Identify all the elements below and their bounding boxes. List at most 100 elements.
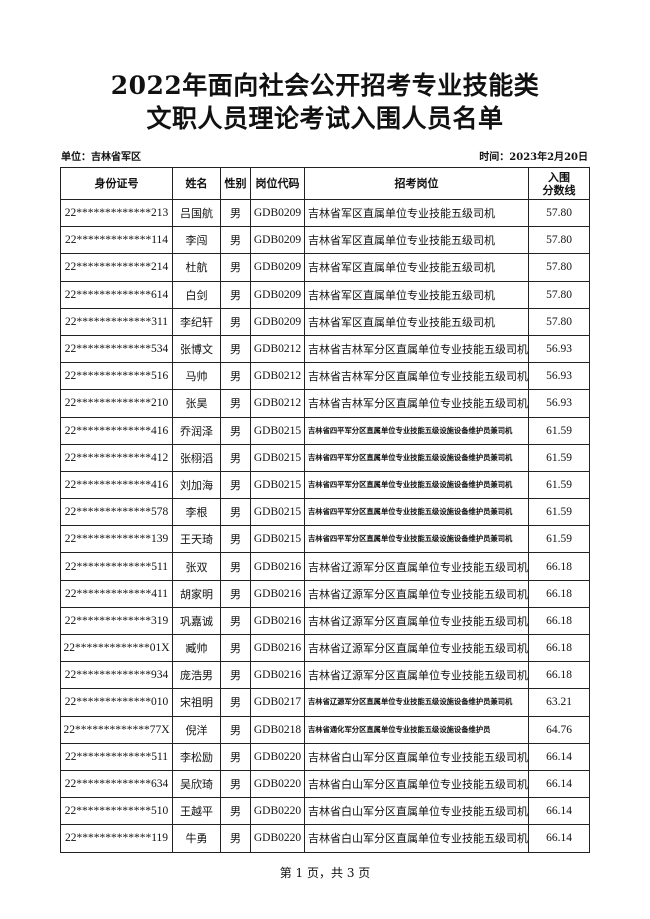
score-cell: 66.18 bbox=[528, 606, 590, 636]
code-cell: GDB0212 bbox=[250, 362, 305, 391]
table-row: 22*************934 庞浩男男 GDB0216 吉林省辽源军分区直属单… bbox=[60, 661, 590, 690]
score-cell: 66.14 bbox=[528, 769, 590, 799]
name-cell: 王天琦 bbox=[172, 525, 221, 554]
gender-cell: 男 bbox=[220, 498, 251, 527]
table-row: 22*************511 张双男 GDB0216 吉林省辽源军分区直属单位… bbox=[60, 552, 590, 581]
score-cell: 64.76 bbox=[528, 715, 590, 744]
gender-cell: 男 bbox=[220, 280, 251, 309]
name-cell: 张栩滔 bbox=[172, 443, 221, 472]
title-line-2: 文职人员理论考试入围人员名单 bbox=[146, 104, 504, 133]
code-cell: GDB0220 bbox=[250, 742, 305, 771]
name-cell: 王越平 bbox=[172, 797, 221, 826]
id-cell: 22*************114 bbox=[60, 226, 173, 255]
position-cell: 吉林省辽源军分区直属单位专业技能五级司机 bbox=[304, 552, 529, 581]
gender-cell: 男 bbox=[220, 606, 251, 636]
position-cell: 吉林省四平军分区直属单位专业技能五级设施设备维护员兼司机 bbox=[304, 525, 529, 554]
code-cell: GDB0216 bbox=[250, 633, 305, 663]
gender-cell: 男 bbox=[220, 715, 251, 744]
table-row: 22*************010 宋祖明男 GDB0217 吉林省辽源军分区直属单… bbox=[60, 688, 590, 717]
id-cell: 22*************411 bbox=[60, 579, 173, 608]
id-cell: 22*************210 bbox=[60, 389, 173, 418]
code-cell: GDB0215 bbox=[250, 525, 305, 554]
position-cell: 吉林省辽源军分区直属单位专业技能五级设施设备维护员兼司机 bbox=[304, 688, 529, 717]
score-cell: 57.80 bbox=[528, 253, 590, 282]
date-label: 时间：2023年2月20日 bbox=[479, 152, 588, 163]
score-cell: 66.18 bbox=[528, 661, 590, 690]
name-cell: 巩嘉诚 bbox=[172, 606, 221, 636]
id-cell: 22*************010 bbox=[60, 688, 173, 717]
page-footer: 第 1 页，共 3 页 bbox=[279, 866, 371, 880]
table-row: 22*************114 李闯男 GDB0209 吉林省军区直属单位专业技… bbox=[60, 226, 590, 255]
position-cell: 吉林省四平军分区直属单位专业技能五级设施设备维护员兼司机 bbox=[304, 498, 529, 527]
id-cell: 22*************213 bbox=[60, 198, 173, 228]
position-cell: 吉林省军区直属单位专业技能五级司机 bbox=[304, 226, 529, 255]
id-cell: 22*************119 bbox=[60, 824, 173, 853]
score-cell: 66.14 bbox=[528, 797, 590, 826]
id-cell: 22*************516 bbox=[60, 362, 173, 391]
id-cell: 22*************01X bbox=[60, 633, 173, 663]
name-cell: 吕国航 bbox=[172, 198, 221, 228]
header-score-line1: 入围 bbox=[548, 170, 570, 184]
id-cell: 22*************412 bbox=[60, 443, 173, 472]
position-cell: 吉林省吉林军分区直属单位专业技能五级司机 bbox=[304, 334, 529, 364]
header-gender: 性别 bbox=[220, 167, 251, 200]
id-cell: 22*************416 bbox=[60, 470, 173, 500]
position-cell: 吉林省白山军分区直属单位专业技能五级司机 bbox=[304, 769, 529, 799]
position-cell: 吉林省辽源军分区直属单位专业技能五级司机 bbox=[304, 579, 529, 608]
code-cell: GDB0217 bbox=[250, 688, 305, 717]
gender-cell: 男 bbox=[220, 334, 251, 364]
name-cell: 吴欣琦 bbox=[172, 769, 221, 799]
gender-cell: 男 bbox=[220, 552, 251, 581]
table-row: 22*************311 李纪轩男 GDB0209 吉林省军区直属单位专业… bbox=[60, 307, 590, 336]
table-row: 22*************214 杜航男 GDB0209 吉林省军区直属单位专业技… bbox=[60, 253, 590, 282]
id-cell: 22*************578 bbox=[60, 498, 173, 527]
id-cell: 22*************934 bbox=[60, 661, 173, 690]
table-row: 22*************210 张昊男 GDB0212 吉林省吉林军分区直属单位… bbox=[60, 389, 590, 418]
name-cell: 乔润泽 bbox=[172, 416, 221, 445]
position-cell: 吉林省军区直属单位专业技能五级司机 bbox=[304, 198, 529, 228]
table-row: 22*************534 张博文男 GDB0212 吉林省吉林军分区直属单… bbox=[60, 334, 590, 364]
score-cell: 63.21 bbox=[528, 688, 590, 717]
name-cell: 李松励 bbox=[172, 742, 221, 771]
gender-cell: 男 bbox=[220, 198, 251, 228]
gender-cell: 男 bbox=[220, 742, 251, 771]
gender-cell: 男 bbox=[220, 525, 251, 554]
score-cell: 66.18 bbox=[528, 633, 590, 663]
table-header-row: 身份证号 姓名 性别 岗位代码 招考岗位 入围 分数线 bbox=[60, 167, 590, 200]
table-row: 22*************412 张栩滔男 GDB0215 吉林省四平军分区直属单… bbox=[60, 443, 590, 472]
id-cell: 22*************319 bbox=[60, 606, 173, 636]
id-cell: 22*************311 bbox=[60, 307, 173, 336]
table-row: 22*************139 王天琦男 GDB0215 吉林省四平军分区直属单… bbox=[60, 525, 590, 554]
code-cell: GDB0209 bbox=[250, 198, 305, 228]
name-cell: 杜航 bbox=[172, 253, 221, 282]
table-row: 22*************213 吕国航男 GDB0209 吉林省军区直属单位专业… bbox=[60, 198, 590, 228]
position-cell: 吉林省辽源军分区直属单位专业技能五级司机 bbox=[304, 633, 529, 663]
position-cell: 吉林省四平军分区直属单位专业技能五级设施设备维护员兼司机 bbox=[304, 416, 529, 445]
id-cell: 22*************139 bbox=[60, 525, 173, 554]
code-cell: GDB0209 bbox=[250, 307, 305, 336]
score-cell: 61.59 bbox=[528, 525, 590, 554]
table-row: 22*************416 刘加海男 GDB0215 吉林省四平军分区直属单… bbox=[60, 470, 590, 500]
score-cell: 61.59 bbox=[528, 443, 590, 472]
name-cell: 白剑 bbox=[172, 280, 221, 309]
position-cell: 吉林省辽源军分区直属单位专业技能五级司机 bbox=[304, 606, 529, 636]
code-cell: GDB0215 bbox=[250, 470, 305, 500]
name-cell: 张昊 bbox=[172, 389, 221, 418]
table-row: 22*************411 胡家明男 GDB0216 吉林省辽源军分区直属单… bbox=[60, 579, 590, 608]
gender-cell: 男 bbox=[220, 362, 251, 391]
position-cell: 吉林省四平军分区直属单位专业技能五级设施设备维护员兼司机 bbox=[304, 443, 529, 472]
gender-cell: 男 bbox=[220, 797, 251, 826]
code-cell: GDB0216 bbox=[250, 579, 305, 608]
header-name: 姓名 bbox=[172, 167, 221, 200]
name-cell: 倪洋 bbox=[172, 715, 221, 744]
code-cell: GDB0216 bbox=[250, 606, 305, 636]
score-cell: 61.59 bbox=[528, 470, 590, 500]
table-row: 22*************614 白剑男 GDB0209 吉林省军区直属单位专业技… bbox=[60, 280, 590, 309]
code-cell: GDB0212 bbox=[250, 334, 305, 364]
score-cell: 57.80 bbox=[528, 198, 590, 228]
position-cell: 吉林省吉林军分区直属单位专业技能五级司机 bbox=[304, 389, 529, 418]
score-cell: 66.14 bbox=[528, 742, 590, 771]
name-cell: 牛勇 bbox=[172, 824, 221, 853]
table-row: 22*************516 马帅男 GDB0212 吉林省吉林军分区直属单位… bbox=[60, 362, 590, 391]
name-cell: 马帅 bbox=[172, 362, 221, 391]
